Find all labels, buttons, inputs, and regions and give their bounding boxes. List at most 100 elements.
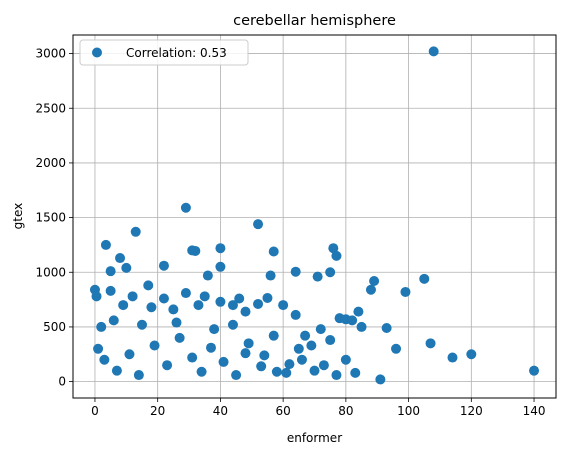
y-tick-label: 1500 — [35, 211, 66, 225]
scatter-point — [215, 261, 226, 272]
scatter-point — [96, 321, 107, 332]
scatter-point — [331, 370, 342, 381]
scatter-point — [130, 226, 141, 237]
y-tick-label: 0 — [58, 375, 66, 389]
scatter-point — [193, 300, 204, 311]
scatter-point — [268, 246, 279, 257]
scatter-point — [306, 340, 317, 351]
scatter-point — [243, 338, 254, 349]
grid-lines — [73, 35, 556, 398]
scatter-point — [419, 273, 430, 284]
scatter-point — [350, 367, 361, 378]
scatter-point — [111, 365, 122, 376]
scatter-point — [312, 271, 323, 282]
scatter-point — [199, 291, 210, 302]
x-tick-label: 120 — [460, 404, 483, 418]
scatter-point — [171, 317, 182, 328]
scatter-point — [428, 46, 439, 57]
x-tick-label: 40 — [213, 404, 228, 418]
scatter-point — [162, 360, 173, 371]
scatter-point — [100, 239, 111, 250]
scatter-point — [375, 374, 386, 385]
scatter-point — [290, 309, 301, 320]
scatter-point — [118, 300, 129, 311]
scatter-point — [325, 267, 336, 278]
scatter-point — [127, 291, 138, 302]
x-tick-label: 60 — [275, 404, 290, 418]
scatter-point — [124, 349, 135, 360]
scatter-point — [278, 300, 289, 311]
scatter-point — [174, 332, 185, 343]
scatter-point — [381, 323, 392, 334]
data-points — [89, 46, 540, 385]
chart-title: cerebellar hemisphere — [233, 13, 396, 29]
scatter-point — [240, 306, 251, 317]
scatter-point — [234, 293, 245, 304]
scatter-point — [143, 280, 154, 291]
x-tick-label: 100 — [397, 404, 420, 418]
axis-ticks: 0 20 40 60 80 100 120 140 0 500 1000 1500 2000 2500 30… — [35, 47, 545, 418]
scatter-point — [529, 365, 540, 376]
scatter-point — [215, 296, 226, 307]
scatter-point — [206, 342, 216, 353]
y-tick-label: 3000 — [35, 47, 66, 61]
scatter-point — [353, 306, 364, 317]
scatter-point — [168, 304, 179, 315]
scatter-point — [325, 335, 336, 346]
scatter-point — [215, 243, 226, 254]
scatter-point — [187, 352, 198, 363]
scatter-point — [290, 266, 301, 277]
scatter-point — [115, 253, 126, 264]
scatter-point — [133, 370, 144, 381]
scatter-point — [253, 298, 264, 309]
legend-label: Correlation: 0.53 — [126, 46, 227, 60]
scatter-point — [331, 250, 342, 261]
scatter-point — [309, 365, 320, 376]
scatter-point — [268, 330, 279, 341]
scatter-point — [328, 243, 339, 254]
scatter-point — [356, 321, 367, 332]
scatter-point — [227, 319, 238, 330]
scatter-point — [281, 367, 292, 378]
scatter-point — [271, 366, 282, 377]
scatter-point — [425, 338, 436, 349]
scatter-point — [121, 262, 132, 273]
y-tick-label: 2500 — [35, 101, 66, 115]
scatter-point — [315, 324, 326, 335]
scatter-point — [149, 340, 160, 351]
scatter-point — [447, 352, 458, 363]
scatter-point — [240, 348, 251, 359]
scatter-point — [296, 354, 307, 365]
plot-frame — [72, 34, 557, 399]
y-tick-label: 1000 — [35, 265, 66, 279]
scatter-point — [400, 286, 411, 297]
scatter-point — [340, 354, 351, 365]
legend-box — [79, 39, 249, 66]
scatter-point — [91, 291, 102, 302]
scatter-point — [265, 270, 276, 281]
scatter-point — [93, 343, 104, 354]
scatter-point — [105, 266, 116, 277]
scatter-point — [391, 343, 402, 354]
scatter-point — [253, 219, 264, 230]
scatter-point — [231, 370, 242, 381]
scatter-point — [202, 270, 213, 281]
scatter-point — [137, 319, 147, 330]
x-tick-label: 140 — [523, 404, 546, 418]
scatter-point — [105, 285, 116, 296]
x-tick-label: 80 — [338, 404, 353, 418]
scatter-point — [300, 330, 311, 341]
legend: Correlation: 0.53 — [79, 39, 249, 66]
scatter-point — [180, 288, 191, 299]
scatter-point — [262, 292, 273, 303]
scatter-point — [365, 284, 376, 295]
scatter-point — [259, 350, 270, 361]
scatter-point — [293, 343, 304, 354]
x-tick-label: 0 — [91, 404, 99, 418]
scatter-point — [256, 361, 267, 372]
scatter-point — [466, 349, 477, 360]
legend-marker — [92, 47, 102, 58]
